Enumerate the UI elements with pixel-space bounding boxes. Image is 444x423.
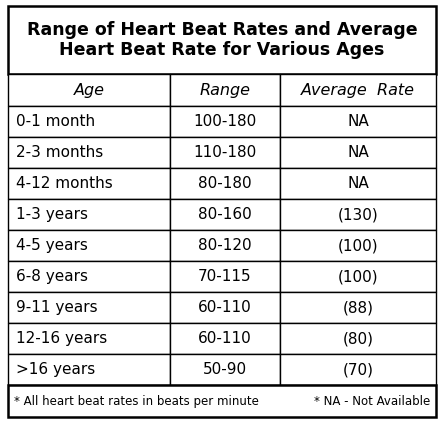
Text: 80-180: 80-180	[198, 176, 252, 191]
Text: Average  Rate: Average Rate	[301, 82, 415, 97]
Bar	[280, 261, 436, 292]
Text: 4-5 years: 4-5 years	[16, 238, 88, 253]
Bar	[8, 6, 436, 74]
Bar	[280, 323, 436, 354]
Text: 1-3 years: 1-3 years	[16, 207, 88, 222]
Bar	[280, 168, 436, 199]
Text: 80-160: 80-160	[198, 207, 252, 222]
Text: 100-180: 100-180	[194, 114, 257, 129]
Bar	[280, 106, 436, 137]
Text: (100): (100)	[338, 238, 378, 253]
Text: (88): (88)	[342, 300, 373, 315]
Text: 80-120: 80-120	[198, 238, 252, 253]
Bar	[8, 199, 170, 230]
Bar	[170, 199, 280, 230]
Text: Range of Heart Beat Rates and Average
Heart Beat Rate for Various Ages: Range of Heart Beat Rates and Average He…	[27, 21, 417, 59]
Bar	[170, 354, 280, 385]
Text: (80): (80)	[342, 331, 373, 346]
Bar	[280, 292, 436, 323]
Bar	[8, 74, 170, 106]
Bar	[8, 168, 170, 199]
Text: * All heart beat rates in beats per minute: * All heart beat rates in beats per minu…	[14, 395, 259, 407]
Bar	[170, 323, 280, 354]
Bar	[8, 137, 170, 168]
Bar	[170, 292, 280, 323]
Text: 12-16 years: 12-16 years	[16, 331, 107, 346]
Text: 70-115: 70-115	[198, 269, 252, 284]
Bar	[8, 292, 170, 323]
Bar	[8, 106, 170, 137]
Text: >16 years: >16 years	[16, 362, 95, 377]
Text: 50-90: 50-90	[203, 362, 247, 377]
Bar	[170, 106, 280, 137]
Bar	[8, 261, 170, 292]
Text: 6-8 years: 6-8 years	[16, 269, 88, 284]
Bar	[280, 199, 436, 230]
Bar	[170, 261, 280, 292]
Bar	[8, 385, 436, 417]
Bar	[280, 230, 436, 261]
Text: (130): (130)	[337, 207, 378, 222]
Text: (100): (100)	[338, 269, 378, 284]
Text: 4-12 months: 4-12 months	[16, 176, 113, 191]
Bar	[170, 74, 280, 106]
Text: 2-3 months: 2-3 months	[16, 145, 103, 160]
Bar	[280, 74, 436, 106]
Bar	[170, 137, 280, 168]
Bar	[170, 168, 280, 199]
Text: Age: Age	[74, 82, 104, 97]
Bar	[280, 354, 436, 385]
Text: NA: NA	[347, 114, 369, 129]
Bar	[8, 354, 170, 385]
Bar	[8, 323, 170, 354]
Text: NA: NA	[347, 145, 369, 160]
Bar	[8, 230, 170, 261]
Text: Range: Range	[199, 82, 250, 97]
Text: 110-180: 110-180	[194, 145, 257, 160]
Text: 0-1 month: 0-1 month	[16, 114, 95, 129]
Bar	[280, 137, 436, 168]
Text: NA: NA	[347, 176, 369, 191]
Text: (70): (70)	[342, 362, 373, 377]
Text: 60-110: 60-110	[198, 300, 252, 315]
Bar	[170, 230, 280, 261]
Text: 60-110: 60-110	[198, 331, 252, 346]
Text: 9-11 years: 9-11 years	[16, 300, 98, 315]
Text: * NA - Not Available: * NA - Not Available	[314, 395, 430, 407]
